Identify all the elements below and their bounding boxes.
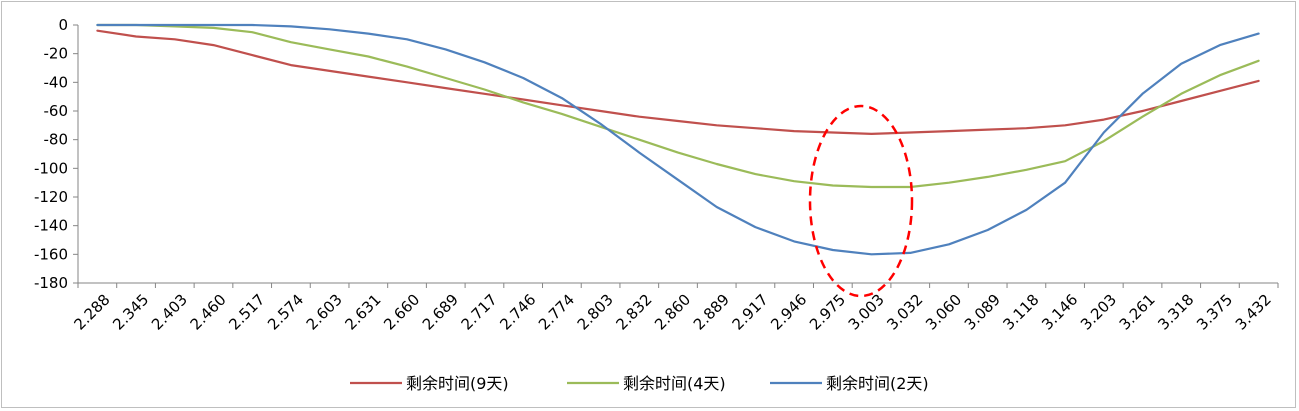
legend-label-1: 剩余时间(9天) xyxy=(406,374,509,393)
x-tick-label: 2.517 xyxy=(225,291,268,334)
x-tick-label: 2.975 xyxy=(806,291,849,334)
legend: 剩余时间(9天) 剩余时间(4天) 剩余时间(2天) xyxy=(350,374,929,393)
y-tick-label: -120 xyxy=(34,188,68,206)
y-tick-label: -160 xyxy=(34,245,68,263)
x-tick-label: 3.089 xyxy=(961,291,1004,334)
series-layer xyxy=(96,23,1260,256)
series-line-3 xyxy=(96,23,1260,256)
x-tick-label: 3.261 xyxy=(1116,291,1159,334)
x-tick-label: 2.689 xyxy=(419,291,462,334)
x-tick-label: 2.889 xyxy=(690,291,733,334)
legend-label-2: 剩余时间(4天) xyxy=(623,374,726,393)
x-tick-label: 2.717 xyxy=(458,291,501,334)
x-tick-label: 3.375 xyxy=(1193,291,1236,334)
x-tick-label: 2.860 xyxy=(651,291,694,334)
annotation-layer xyxy=(808,104,914,298)
y-tick-label: -40 xyxy=(44,73,69,91)
x-tick-label: 3.203 xyxy=(1077,291,1120,334)
x-tick-label: 3.432 xyxy=(1232,291,1275,334)
x-tick-label: 2.774 xyxy=(535,291,578,334)
x-tick-label: 2.288 xyxy=(71,291,114,334)
x-tick-label: 2.803 xyxy=(574,291,617,334)
x-tick-label: 2.917 xyxy=(729,291,772,334)
x-tick-label: 3.318 xyxy=(1154,291,1197,334)
y-tick-label: -20 xyxy=(44,45,69,63)
x-tick-label: 3.118 xyxy=(1000,291,1043,334)
x-tick-label: 2.603 xyxy=(303,291,346,334)
x-tick-label: 2.574 xyxy=(264,291,307,334)
x-tick-label: 3.003 xyxy=(845,291,888,334)
highlight-ellipse-annotation xyxy=(808,104,914,298)
y-tick-label: -140 xyxy=(34,217,68,235)
y-tick-label: -100 xyxy=(34,159,68,177)
x-tick-label: 2.832 xyxy=(612,291,655,334)
legend-label-3: 剩余时间(2天) xyxy=(826,374,929,393)
y-tick-label: -180 xyxy=(34,274,68,292)
y-tick-label: -60 xyxy=(44,102,69,120)
x-tick-label: 3.032 xyxy=(883,291,926,334)
x-tick-label: 2.345 xyxy=(109,291,152,334)
x-tick-label: 2.946 xyxy=(767,291,810,334)
y-tick-label: -80 xyxy=(44,131,69,149)
x-tick-label: 3.060 xyxy=(922,291,965,334)
series-line-1 xyxy=(96,29,1260,135)
y-tick-label: 0 xyxy=(58,16,68,34)
x-tick-label: 2.403 xyxy=(148,291,191,334)
series-line-2 xyxy=(96,23,1260,189)
x-tick-label: 3.146 xyxy=(1038,291,1081,334)
x-tick-label: 2.746 xyxy=(496,291,539,334)
x-tick-label: 2.660 xyxy=(380,291,423,334)
x-tick-label: 2.631 xyxy=(341,291,384,334)
axis-layer: 0-20-40-60-80-100-120-140-160-1802.2882.… xyxy=(34,16,1279,334)
x-tick-label: 2.460 xyxy=(187,291,230,334)
